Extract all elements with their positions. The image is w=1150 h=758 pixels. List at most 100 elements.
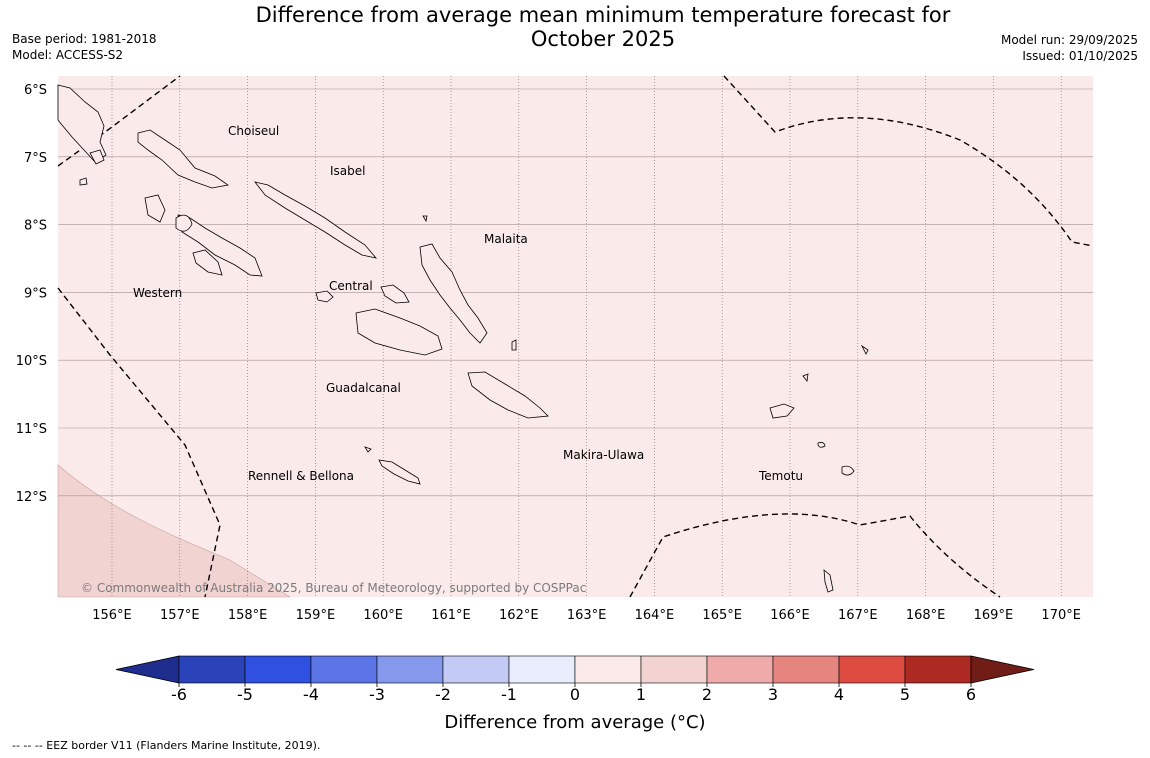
- island-guadalcanal: [355, 308, 443, 356]
- colorbar: -6 -5 -4 -3 -2 -1 0 1 2 3 4 5 6: [115, 655, 1035, 704]
- island-santa-cruz: [769, 403, 795, 419]
- eez-border-southeast: [629, 513, 1001, 598]
- island-rennell: [378, 459, 421, 485]
- island-treasury: [89, 149, 105, 165]
- island-malaita: [419, 243, 488, 344]
- longitude-tick-label: 164°E: [635, 608, 675, 623]
- longitude-labels: 156°E 157°E 158°E 159°E 160°E 161°E 162°E 163°E…: [92, 608, 1081, 623]
- island-bougainville: [57, 84, 107, 163]
- island-florida: [380, 284, 410, 304]
- island-small-4: [860, 344, 869, 355]
- longitude-tick-label: 165°E: [702, 608, 742, 623]
- colorbar-extend-max: [970, 655, 1035, 684]
- island-russell: [315, 290, 334, 303]
- longitude-tick-label: 156°E: [92, 608, 132, 623]
- warmer-anomaly-region: [57, 464, 292, 598]
- meta-info-right: Model run: 29/09/2025 Issued: 01/10/2025: [1001, 32, 1138, 64]
- colorbar-segment: [772, 655, 840, 684]
- region-label-guadalcanal: Guadalcanal: [326, 381, 401, 395]
- copyright-notice: © Commonwealth of Australia 2025, Bureau…: [81, 581, 586, 595]
- island-isabel: [254, 181, 378, 259]
- model-text: Model: ACCESS-S2: [12, 48, 124, 62]
- colorbar-tick-label: -5: [237, 685, 253, 704]
- region-label-central: Central: [329, 279, 373, 293]
- island-vanikoro: [841, 465, 855, 476]
- region-label-temotu: Temotu: [758, 469, 803, 483]
- eez-border-northwest: [57, 75, 181, 167]
- longitude-tick-label: 157°E: [160, 608, 200, 623]
- colorbar-segment: [508, 655, 576, 684]
- colorbar-tick-label: 1: [636, 685, 646, 704]
- eez-border-northeast: [723, 75, 1094, 247]
- longitude-tick-label: 170°E: [1041, 608, 1081, 623]
- colorbar-label: Difference from average (°C): [444, 712, 705, 733]
- island-rendova: [192, 249, 223, 276]
- eez-borders: [57, 75, 1094, 598]
- colorbar-extend-min: [115, 655, 180, 684]
- island-choiseul: [137, 129, 230, 189]
- longitude-tick-label: 162°E: [499, 608, 539, 623]
- longitude-tick-label: 168°E: [906, 608, 946, 623]
- colorbar-tick-label: 5: [900, 685, 910, 704]
- colorbar-segment: [178, 655, 246, 684]
- island-new-georgia: [177, 214, 263, 277]
- latitude-tick-label: 6°S: [24, 83, 47, 98]
- colorbar-segment: [640, 655, 708, 684]
- colorbar-tick-label: 4: [834, 685, 844, 704]
- graticule: [58, 76, 1093, 597]
- longitude-tick-label: 166°E: [770, 608, 810, 623]
- meta-info-left: Base period: 1981-2018 Model: ACCESS-S2: [12, 31, 157, 63]
- map-panel: 6°S 7°S 8°S 9°S 10°S 11°S 12°S 156°E 157°E 158°E…: [16, 75, 1094, 623]
- colorbar-tick-label: -6: [171, 685, 187, 704]
- base-period-text: Base period: 1981-2018: [12, 32, 157, 46]
- chart-title: Difference from average mean minimum tem…: [0, 3, 1150, 51]
- longitude-tick-label: 159°E: [296, 608, 336, 623]
- colorbar-tick-label: -3: [369, 685, 385, 704]
- island-vella-lavella: [144, 194, 166, 223]
- colorbar-segment: [706, 655, 774, 684]
- island-small-3: [802, 373, 809, 382]
- eez-legend-note: -- -- -- EEZ border V11 (Flanders Marine…: [12, 739, 321, 752]
- issued-text: Issued: 01/10/2025: [1022, 49, 1138, 63]
- region-label-isabel: Isabel: [330, 164, 365, 178]
- colorbar-tick-label: -1: [501, 685, 517, 704]
- island-small-1: [511, 339, 517, 351]
- island-utupua: [817, 442, 826, 448]
- eez-border-southwest: [57, 287, 221, 598]
- colorbar-segment: [244, 655, 312, 684]
- island-makira: [467, 371, 549, 419]
- latitude-tick-label: 9°S: [24, 286, 47, 301]
- colorbar-tick-label: 6: [966, 685, 976, 704]
- coastlines: [57, 84, 869, 593]
- colorbar-tick-label: 3: [768, 685, 778, 704]
- latitude-tick-label: 8°S: [24, 219, 47, 234]
- colorbar-segment: [442, 655, 510, 684]
- latitude-tick-label: 7°S: [24, 151, 47, 166]
- longitude-tick-label: 161°E: [431, 608, 471, 623]
- island-bellona: [364, 446, 372, 453]
- latitude-labels: 6°S 7°S 8°S 9°S 10°S 11°S 12°S: [16, 83, 47, 505]
- longitude-tick-label: 167°E: [838, 608, 878, 623]
- longitude-tick-label: 158°E: [228, 608, 268, 623]
- map-background: [58, 76, 1093, 597]
- latitude-tick-label: 11°S: [16, 422, 47, 437]
- colorbar-segment: [574, 655, 642, 684]
- colorbar-tick-label: -4: [303, 685, 319, 704]
- colorbar-segment: [904, 655, 972, 684]
- latitude-tick-label: 10°S: [16, 354, 47, 369]
- region-label-choiseul: Choiseul: [228, 124, 279, 138]
- title-line-2: October 2025: [530, 27, 676, 51]
- region-label-western: Western: [133, 286, 182, 300]
- island-anuta: [823, 569, 834, 593]
- colorbar-tick-label: 0: [570, 685, 580, 704]
- island-kolombangara: [175, 214, 193, 232]
- region-label-makira-ulawa: Makira-Ulawa: [563, 448, 644, 462]
- model-run-text: Model run: 29/09/2025: [1000, 33, 1138, 47]
- region-label-malaita: Malaita: [484, 232, 528, 246]
- island-shortland: [79, 177, 88, 186]
- region-label-rennell-bellona: Rennell & Bellona: [248, 469, 354, 483]
- colorbar-tick-label: 2: [702, 685, 712, 704]
- longitude-tick-label: 169°E: [974, 608, 1014, 623]
- colorbar-tick-label: -2: [435, 685, 451, 704]
